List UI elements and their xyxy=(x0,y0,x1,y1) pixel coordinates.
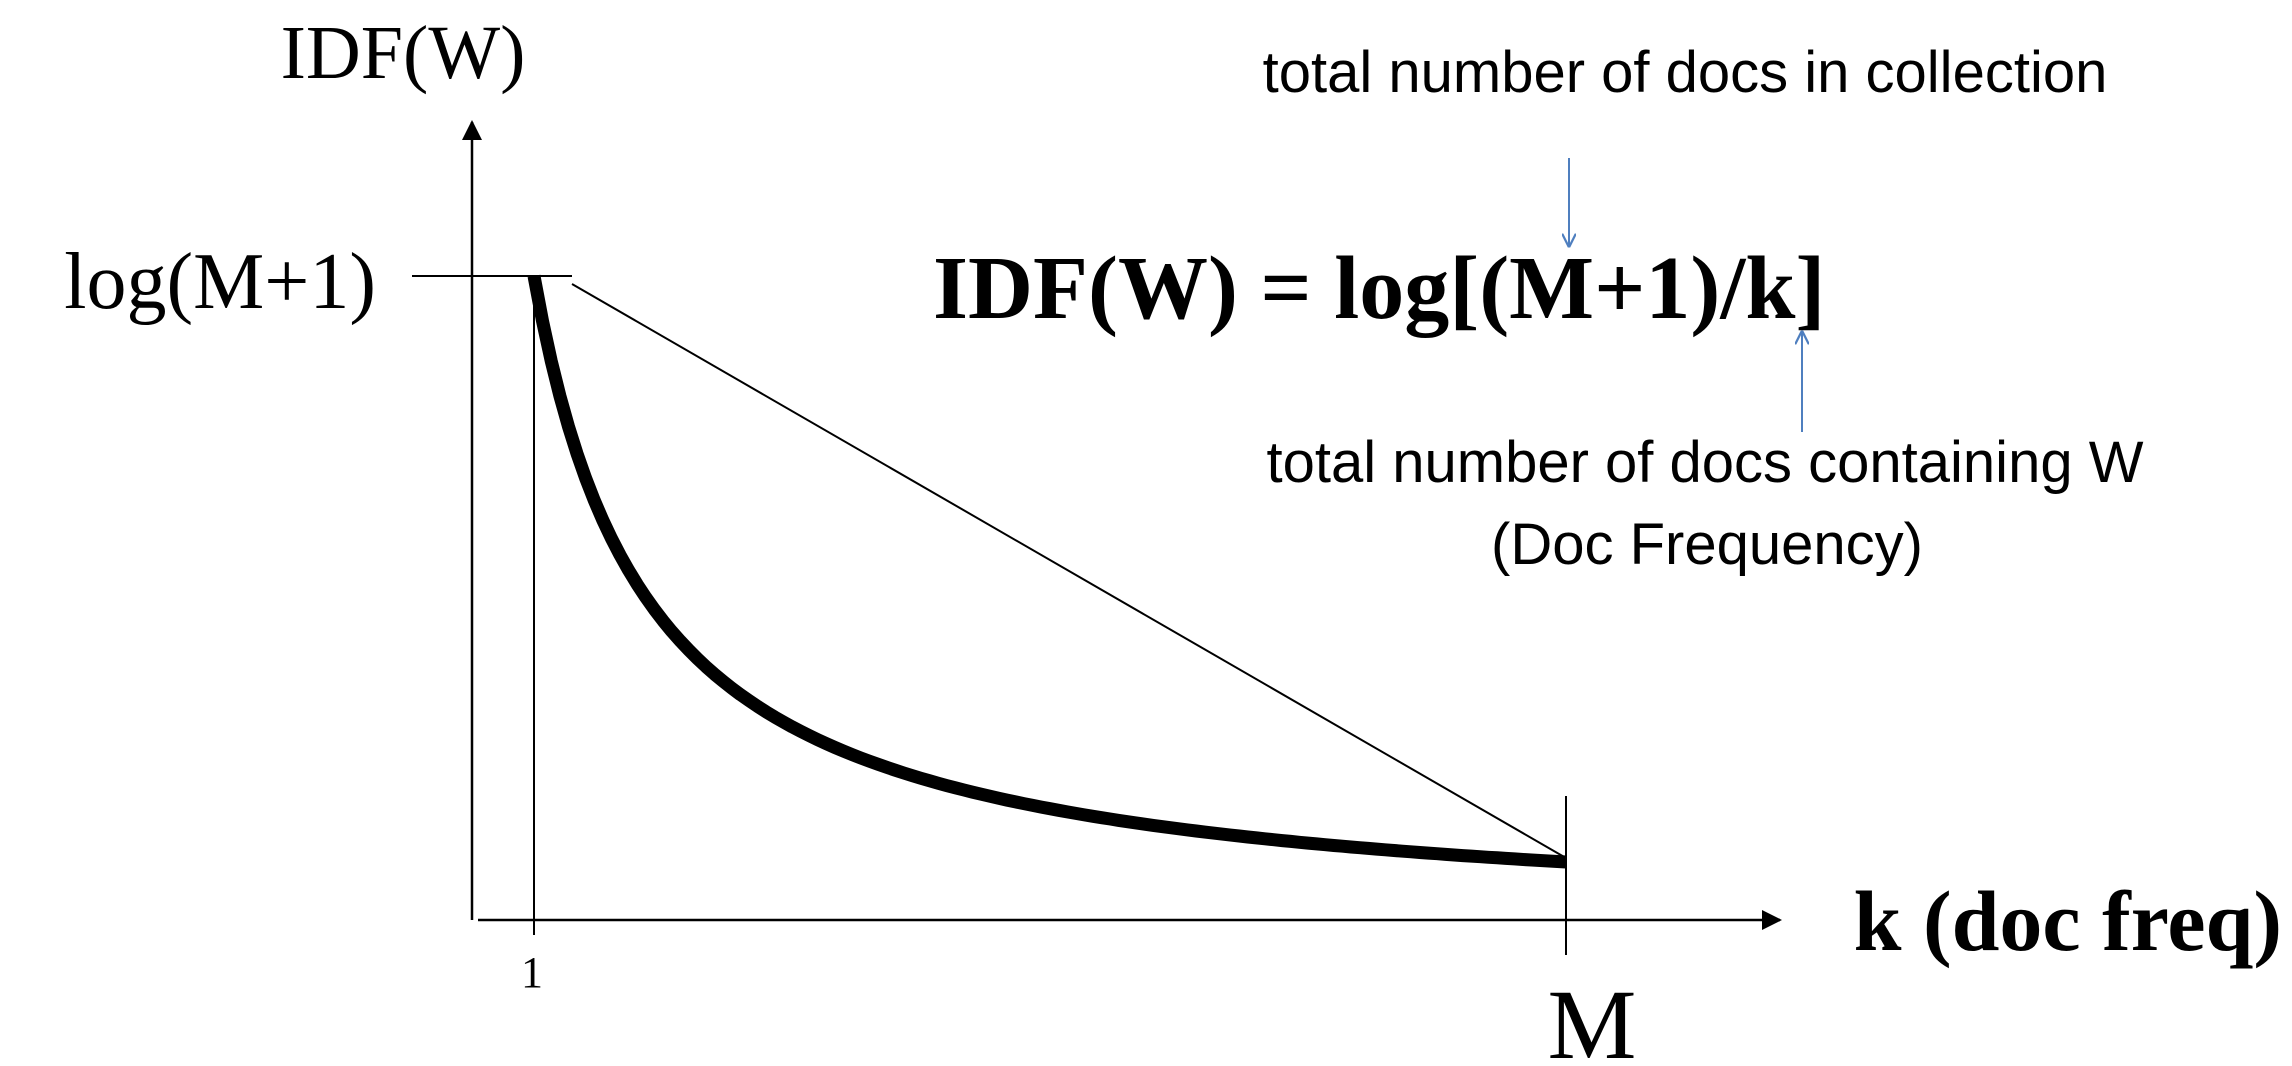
x-tick-end-label: M xyxy=(1548,969,1637,1066)
annotation-doc-frequency-line1: total number of docs containing W xyxy=(1267,430,2144,495)
y-max-label: log(M+1) xyxy=(64,238,376,326)
idf-formula: IDF(W) = log[(M+1)/k] xyxy=(933,239,1825,338)
y-axis-label: IDF(W) xyxy=(281,11,526,95)
x-axis-label: k (doc freq) xyxy=(1854,873,2282,969)
x-tick-start-label: 1 xyxy=(521,948,543,997)
annotation-doc-frequency-line2: (Doc Frequency) xyxy=(1491,512,1923,577)
annotation-total-docs: total number of docs in collection xyxy=(1263,40,2108,105)
idf-curve xyxy=(527,274,1567,869)
linear-reference-line xyxy=(571,283,1567,859)
